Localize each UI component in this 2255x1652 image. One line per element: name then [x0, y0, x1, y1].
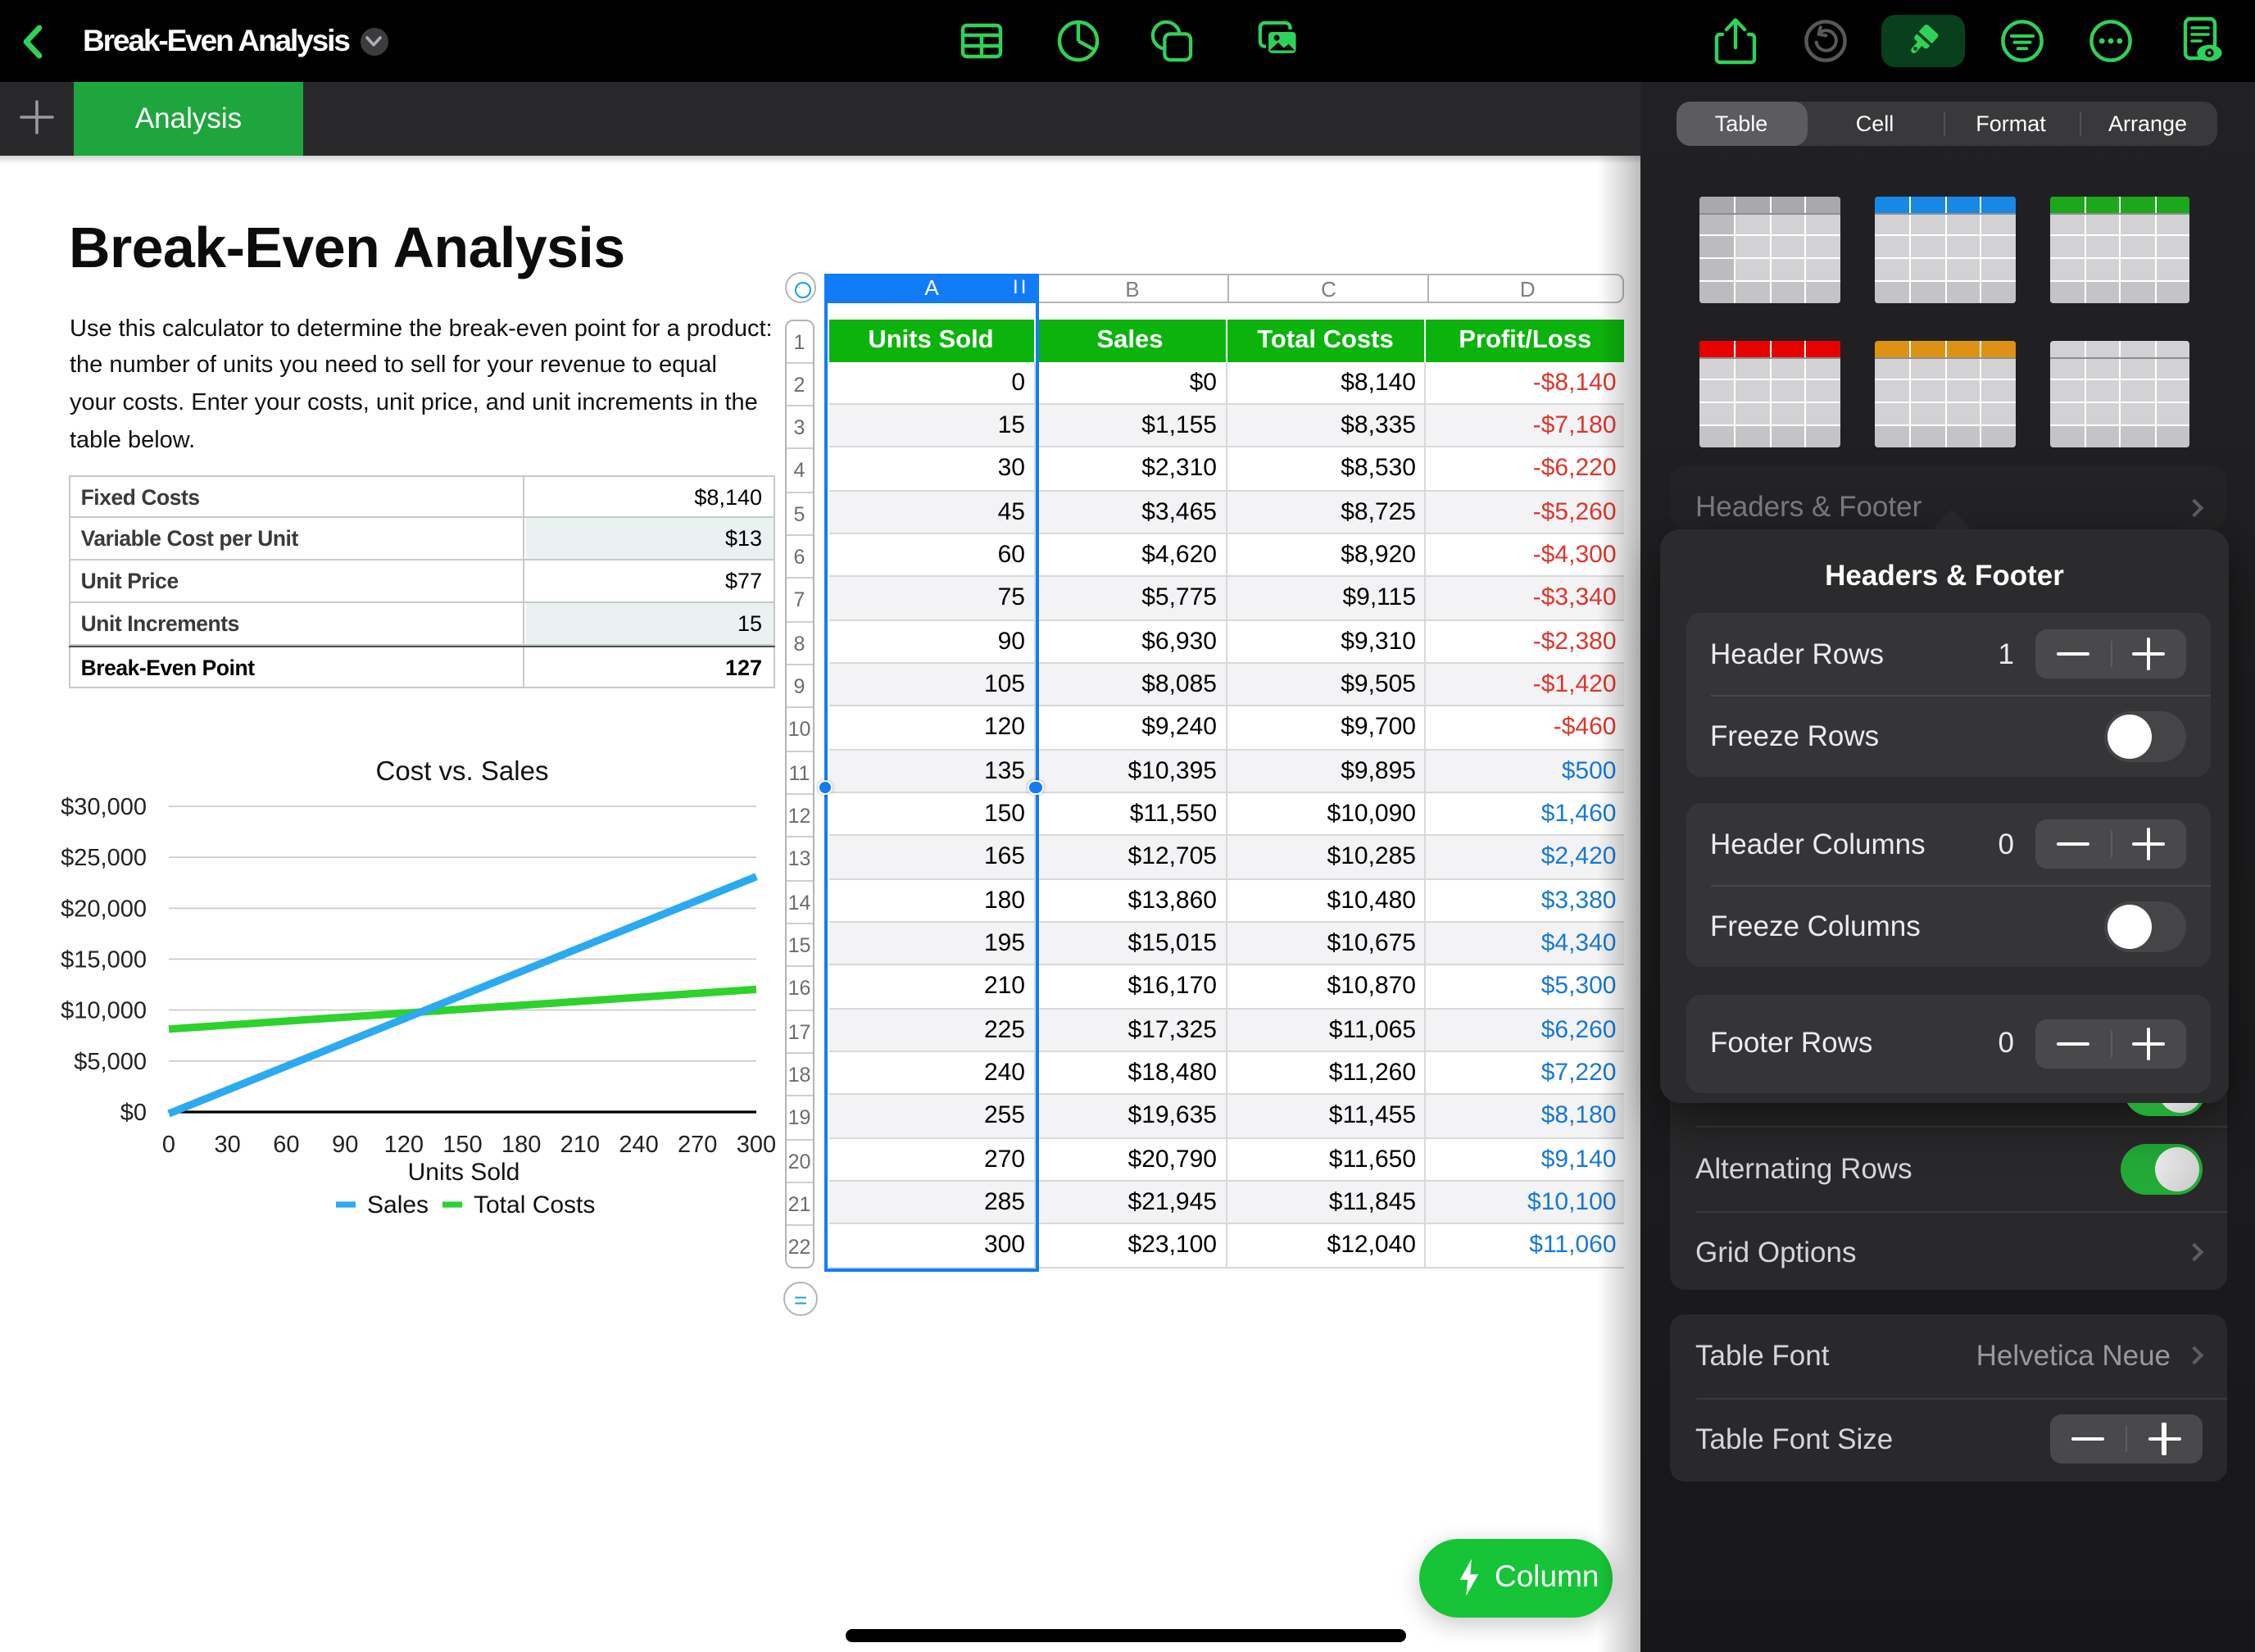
svg-text:Sales: Sales	[367, 1191, 429, 1219]
svg-text:0: 0	[162, 1132, 175, 1158]
svg-text:$0: $0	[120, 1100, 147, 1126]
svg-text:240: 240	[619, 1132, 658, 1158]
svg-text:120: 120	[384, 1132, 424, 1158]
svg-text:$10,000: $10,000	[61, 998, 147, 1024]
svg-text:$25,000: $25,000	[61, 845, 147, 871]
svg-text:$30,000: $30,000	[61, 794, 147, 820]
svg-text:$20,000: $20,000	[61, 896, 147, 922]
svg-text:150: 150	[442, 1132, 482, 1158]
svg-text:180: 180	[501, 1132, 541, 1158]
svg-text:90: 90	[332, 1132, 358, 1158]
svg-text:30: 30	[214, 1132, 240, 1158]
svg-text:Total Costs: Total Costs	[474, 1191, 595, 1219]
svg-text:210: 210	[560, 1132, 600, 1158]
svg-text:60: 60	[273, 1132, 299, 1158]
svg-text:270: 270	[678, 1132, 717, 1158]
svg-text:Cost vs. Sales: Cost vs. Sales	[376, 756, 549, 786]
svg-text:$15,000: $15,000	[61, 946, 147, 973]
svg-text:300: 300	[737, 1132, 776, 1158]
svg-text:$5,000: $5,000	[74, 1049, 147, 1075]
svg-text:Units Sold: Units Sold	[408, 1159, 520, 1186]
